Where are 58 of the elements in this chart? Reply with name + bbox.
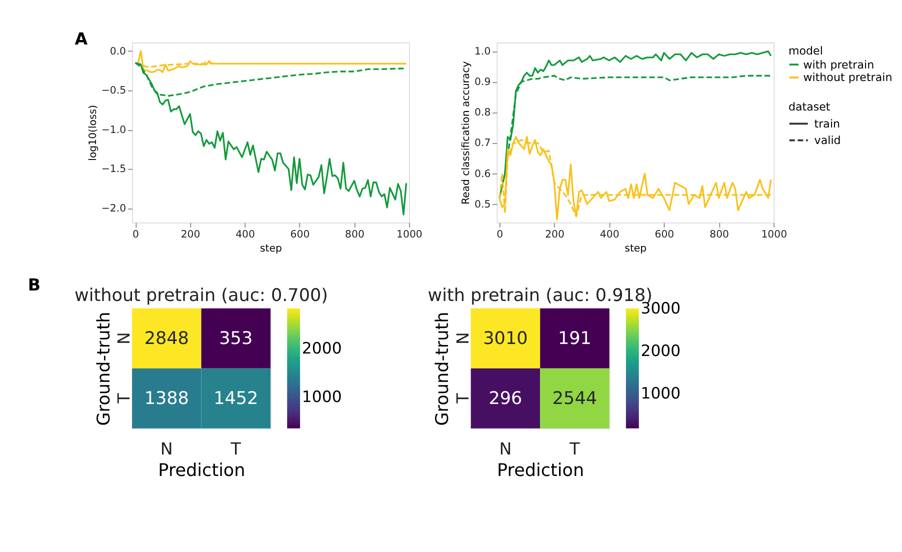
legend-title: model — [788, 44, 823, 58]
y-tick-label: −1.0 — [101, 124, 126, 136]
y-axis-title: Ground-truth — [433, 312, 454, 426]
x-axis-title: Prediction — [497, 460, 584, 481]
legend-label: without pretrain — [803, 71, 892, 84]
x-tick-label: 600 — [654, 230, 674, 241]
y-tick-label: −2.0 — [101, 204, 126, 215]
x-tick-label: 1000 — [396, 230, 422, 241]
data-label: 1388 — [144, 388, 189, 409]
color-bar-label: 1000 — [302, 386, 342, 406]
color-bar-label: 2000 — [640, 340, 681, 360]
y-axis-title: Ground-truth — [94, 312, 114, 426]
data-label: 2544 — [552, 388, 598, 409]
x-tick-label: 400 — [236, 230, 255, 241]
x-tick-label: 200 — [545, 230, 564, 241]
y-tick-label: 0.7 — [474, 138, 491, 150]
y-tick-label: 0.6 — [474, 168, 491, 180]
color-bar-label: 2000 — [302, 338, 342, 358]
x-tick-label: 600 — [290, 230, 310, 241]
text: A — [74, 29, 88, 48]
x-tick-label: 200 — [180, 230, 200, 241]
y-tick-label: N — [114, 332, 134, 345]
text: B — [28, 275, 41, 294]
y-axis-title: Read classification accuracy — [461, 61, 472, 205]
y-tick-label: 0.5 — [474, 199, 491, 210]
x-tick-label: 0 — [496, 230, 504, 241]
color-bar-label: 1000 — [640, 384, 681, 403]
y-axis-title: log10(loss) — [88, 104, 99, 161]
x-axis-title: step — [260, 244, 282, 255]
data-label: 353 — [219, 328, 253, 349]
x-axis-title: Prediction — [158, 460, 246, 481]
data-label: 2848 — [144, 328, 189, 349]
chart-title: without pretrain (auc: 0.700) — [74, 286, 328, 306]
y-tick-label: 1.0 — [474, 46, 491, 58]
y-tick-label: 0.9 — [474, 77, 491, 88]
data-label: 296 — [488, 388, 522, 409]
y-tick-label: T — [114, 392, 134, 404]
data-label: 1452 — [214, 388, 258, 409]
x-tick-label: N — [499, 440, 512, 459]
x-axis-title: step — [624, 244, 647, 255]
x-tick-label: T — [230, 440, 242, 459]
x-tick-label: T — [568, 440, 581, 459]
y-tick-label: −1.5 — [101, 164, 126, 176]
text: train — [814, 117, 840, 130]
legend-label: with pretrain — [803, 58, 874, 72]
data-label: 191 — [558, 328, 592, 349]
data-label: 3010 — [483, 328, 528, 349]
text: valid — [814, 134, 841, 147]
y-tick-label: 0.0 — [110, 46, 126, 58]
y-tick-label: 0.8 — [474, 108, 491, 119]
x-tick-label: 1000 — [761, 230, 788, 241]
x-tick-label: N — [160, 440, 173, 459]
x-tick-label: 0 — [132, 230, 139, 241]
x-tick-label: 400 — [600, 230, 620, 241]
text: dataset — [788, 100, 831, 114]
y-tick-label: −0.5 — [101, 86, 126, 97]
x-tick-label: 800 — [710, 230, 729, 241]
x-tick-label: 800 — [345, 230, 364, 241]
